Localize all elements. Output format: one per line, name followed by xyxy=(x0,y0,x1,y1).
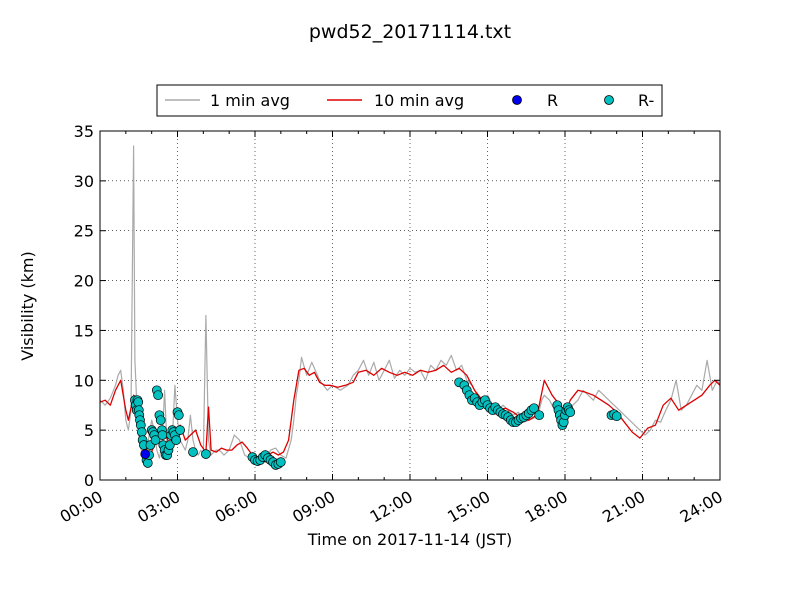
point-r-minus xyxy=(534,410,545,421)
y-tick-label: 25 xyxy=(74,222,94,241)
point-r-minus xyxy=(157,430,168,440)
plot-series xyxy=(99,145,721,470)
point-r-minus xyxy=(142,458,153,468)
series-line-1-min-avg xyxy=(99,145,721,463)
legend-label-1min: 1 min avg xyxy=(210,91,290,110)
y-tick-label: 35 xyxy=(74,122,94,141)
legend-swatch-r xyxy=(512,95,522,105)
point-r-minus xyxy=(275,457,286,467)
point-r-minus xyxy=(173,410,184,421)
point-r-minus xyxy=(155,415,166,426)
x-axis-title: Time on 2017-11-14 (JST) xyxy=(307,530,512,549)
legend-swatch-r-minus xyxy=(604,95,614,105)
legend-label-r-minus: R- xyxy=(638,91,654,110)
point-r-minus xyxy=(133,397,144,408)
legend-box xyxy=(156,84,663,117)
point-r-minus xyxy=(150,435,161,445)
point-r-minus xyxy=(136,427,147,437)
legend-label-10min: 10 min avg xyxy=(374,91,464,110)
point-r-minus xyxy=(201,449,211,459)
legend-label-r: R xyxy=(547,91,558,110)
point-r-minus xyxy=(565,407,576,418)
plot-frame xyxy=(99,130,721,481)
point-r-minus xyxy=(171,435,182,445)
point-r-minus xyxy=(153,390,163,401)
chart-title: pwd52_20171114.txt xyxy=(309,21,511,43)
y-tick-label: 30 xyxy=(74,172,94,191)
y-tick-label: 20 xyxy=(74,272,94,291)
point-r-minus xyxy=(529,403,539,414)
point-r-minus xyxy=(611,411,622,422)
point-r-minus xyxy=(164,440,175,450)
point-r xyxy=(140,449,151,459)
y-tick-label: 10 xyxy=(74,371,94,390)
y-axis-title: Visibility (km) xyxy=(18,251,37,360)
point-r-minus xyxy=(188,447,198,457)
legend: 1 min avg 10 min avg R R- xyxy=(156,84,663,117)
point-r-minus xyxy=(175,425,185,435)
y-tick-label: 0 xyxy=(84,471,94,490)
grid-lines xyxy=(100,131,720,480)
y-tick-label: 15 xyxy=(74,321,94,340)
y-tick-label: 5 xyxy=(84,421,94,440)
